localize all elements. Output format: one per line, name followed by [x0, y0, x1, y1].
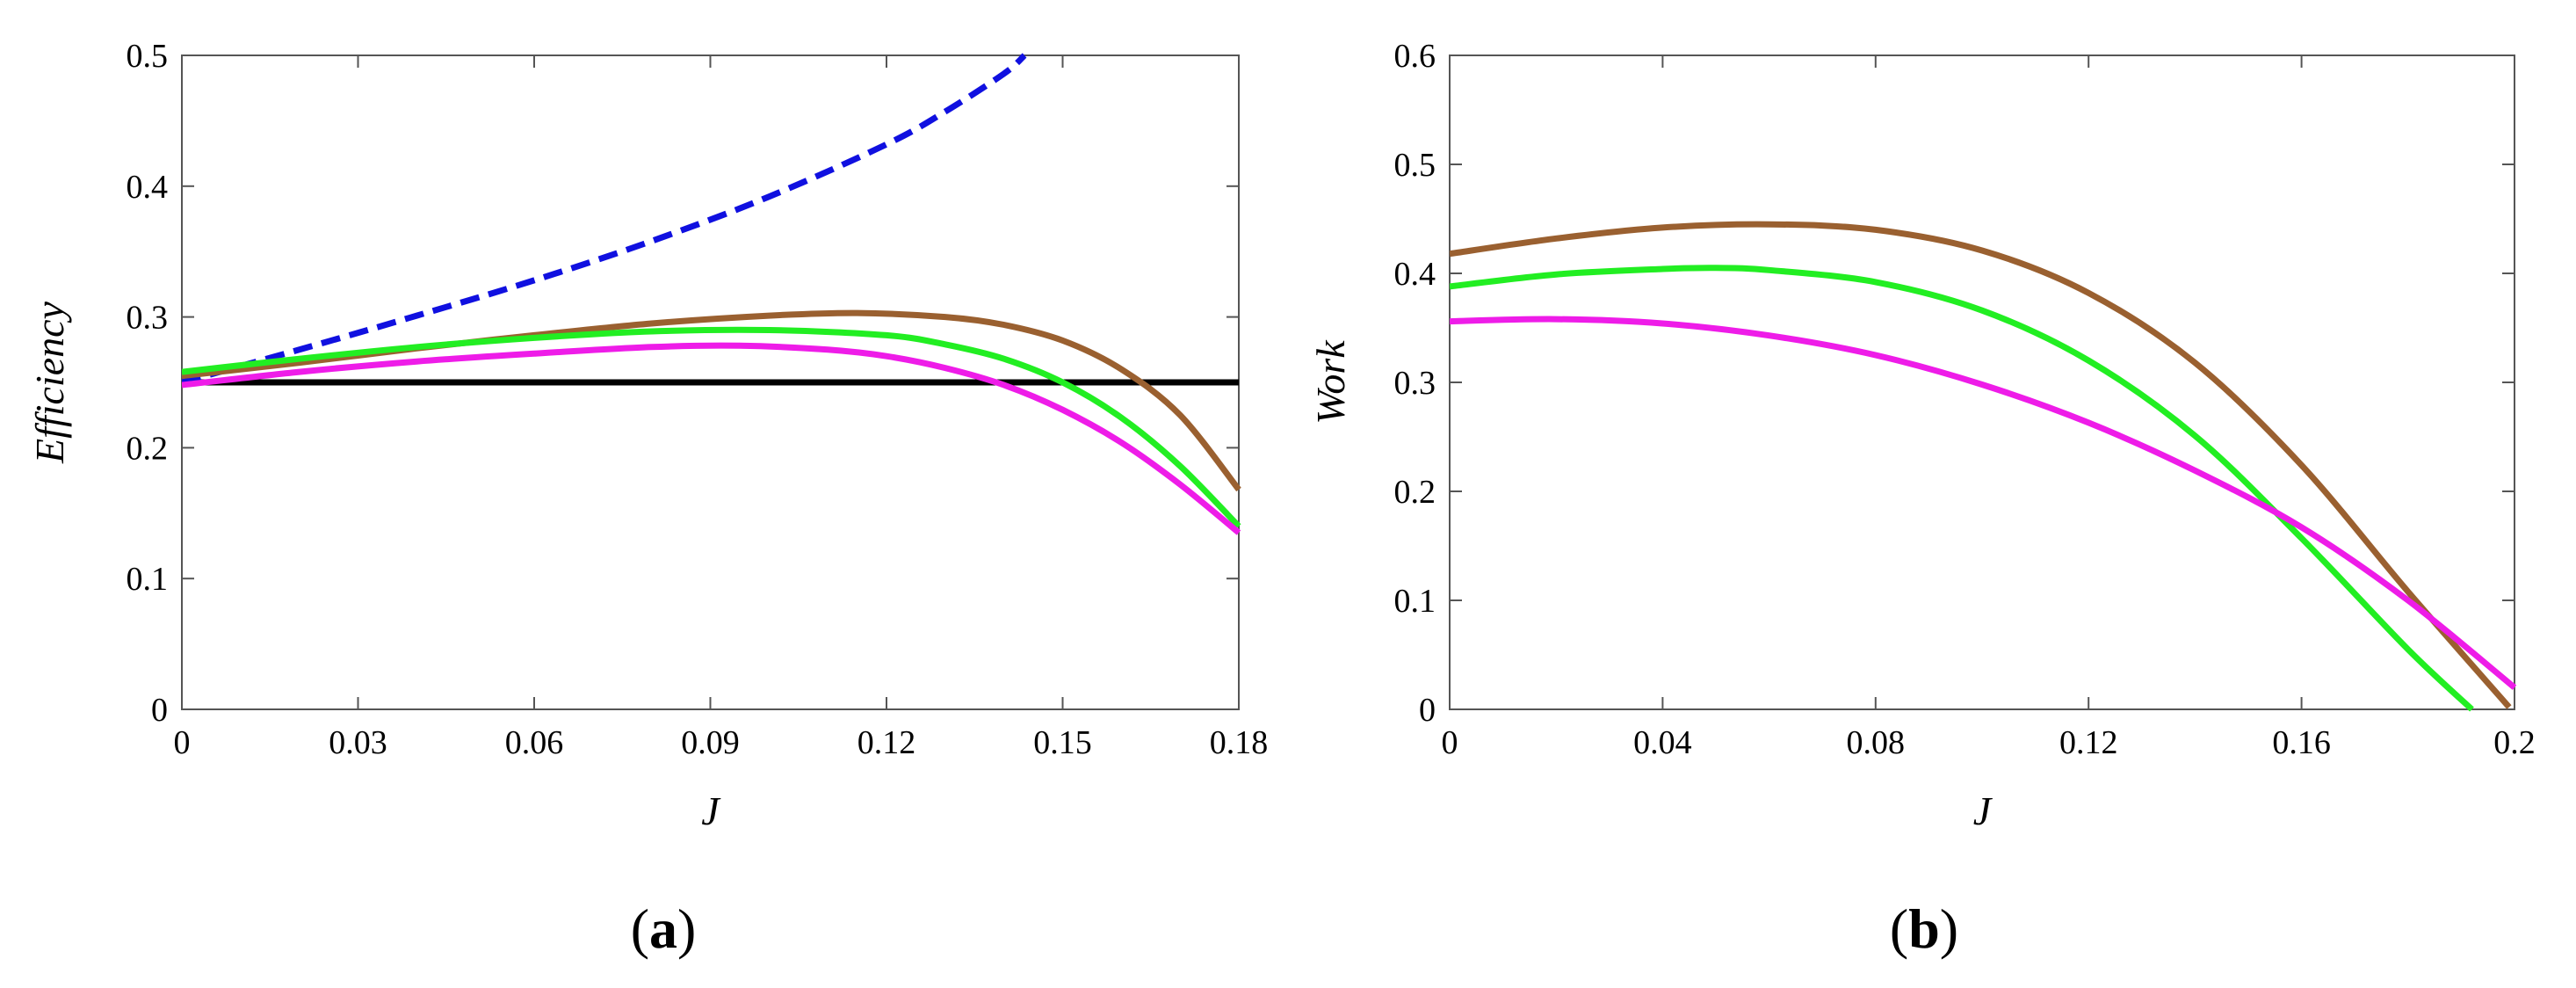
- y-tick-label: 0.5: [1394, 147, 1436, 184]
- x-tick-label: 0: [1442, 724, 1458, 761]
- x-tick-label: 0: [174, 724, 191, 761]
- y-tick-label: 0.2: [127, 430, 169, 467]
- y-tick-label: 0.4: [1394, 256, 1436, 293]
- plot-efficiency: 0 0.03 0.06 0.09 0.12 0.15 0.18 0 0.1 0.2 0.3 0.4 0.…: [27, 38, 1268, 833]
- series-dashed-blue: [182, 53, 1027, 386]
- x-tick-label: 0.18: [1210, 724, 1269, 761]
- x-tick-label: 0.09: [681, 724, 740, 761]
- x-tick-label: 0.16: [2272, 724, 2331, 761]
- x-tick-label: 0.15: [1033, 724, 1092, 761]
- x-tick-label: 0.06: [505, 724, 564, 761]
- y-axis-label: Work: [1308, 339, 1353, 425]
- series-brown: [1450, 221, 2512, 709]
- y-tick-label: 0.5: [127, 38, 169, 75]
- y-tick-label: 0.1: [127, 561, 169, 598]
- x-tick-label: 0.12: [2059, 724, 2118, 761]
- x-tick-label: 0.04: [1633, 724, 1692, 761]
- x-axis-label: J: [1973, 788, 1994, 833]
- y-tick-label: 0.2: [1394, 474, 1436, 511]
- y-axis-label: Efficiency: [27, 301, 72, 463]
- x-tick-label: 0.2: [2493, 724, 2536, 761]
- x-tick-label: 0.03: [329, 724, 387, 761]
- y-tick-label: 0.3: [1394, 365, 1436, 402]
- y-tick-label: 0.1: [1394, 583, 1436, 620]
- y-tick-label: 0: [151, 692, 168, 729]
- series-green: [1450, 265, 2474, 712]
- y-tick-label: 0.4: [127, 169, 169, 206]
- series-magenta: [1450, 316, 2517, 690]
- x-axis-label: J: [701, 788, 721, 833]
- y-tick-label: 0: [1419, 692, 1436, 729]
- y-tick-label: 0.3: [127, 300, 169, 337]
- x-tick-label: 0.12: [857, 724, 916, 761]
- panel-label-a: (a): [631, 897, 697, 960]
- y-tick-label: 0.6: [1394, 38, 1436, 75]
- x-tick-label: 0.08: [1847, 724, 1906, 761]
- panel-label-b: (b): [1890, 897, 1958, 960]
- series-green: [182, 326, 1241, 529]
- plot-work: 0 0.04 0.08 0.12 0.16 0.2 0 0.1 0.2 0.3 0.4 0.5 0.6 J…: [1308, 38, 2536, 833]
- series-magenta: [182, 342, 1241, 535]
